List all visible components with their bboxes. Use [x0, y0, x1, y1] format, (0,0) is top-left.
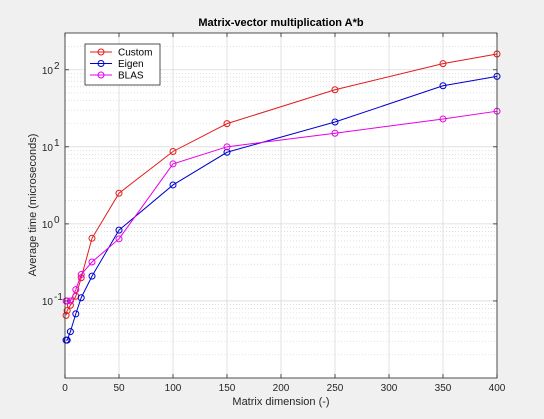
data-point [223, 148, 231, 156]
legend-marker [97, 71, 105, 79]
x-tick-label: 350 [435, 383, 452, 394]
y-tick-exponent: 2 [54, 61, 60, 72]
series-line [65, 53, 498, 316]
data-point [63, 297, 71, 305]
legend-marker [97, 48, 105, 56]
data-point [115, 189, 123, 197]
series-eigen [62, 72, 501, 344]
data-point [223, 120, 231, 128]
data-point [88, 272, 96, 280]
data-point [439, 60, 447, 68]
data-point [169, 160, 177, 168]
grid [64, 33, 498, 378]
x-tick-label: 250 [327, 383, 344, 394]
x-tick-labels: 0 50 100 150 200 250 300 350 400 [62, 383, 506, 394]
x-tick-label: 50 [113, 383, 125, 394]
legend-entry-custom: Custom [90, 48, 152, 59]
data-point [439, 82, 447, 90]
x-tick-label: 300 [381, 383, 398, 394]
x-axis-label: Matrix dimension (-) [232, 396, 329, 408]
data-point [63, 336, 71, 344]
data-point [331, 129, 339, 137]
legend-entry-eigen: Eigen [90, 59, 144, 70]
data-point [169, 181, 177, 189]
series-layer [62, 50, 501, 344]
legend-label: Eigen [118, 59, 144, 70]
legend-label: BLAS [118, 71, 144, 82]
data-point [77, 271, 85, 279]
x-tick-label: 200 [273, 383, 290, 394]
y-axis-label: Average time (microseconds) [27, 134, 39, 277]
legend-entry-blas: BLAS [90, 71, 144, 82]
data-point [63, 307, 71, 315]
data-point [439, 115, 447, 123]
x-tick-label: 0 [62, 383, 68, 394]
data-point [331, 118, 339, 126]
y-tick-exponent: 1 [54, 138, 60, 149]
data-point [115, 226, 123, 234]
legend-label: Custom [118, 48, 152, 59]
y-tick-exponent: 0 [54, 215, 60, 226]
data-point [77, 294, 85, 302]
data-point [331, 86, 339, 94]
data-point [88, 258, 96, 266]
y-tick-label: 10 [42, 297, 54, 308]
data-point [115, 235, 123, 243]
legend-marker [97, 60, 105, 67]
x-tick-label: 150 [219, 383, 236, 394]
y-tick-label: 10 [42, 66, 54, 77]
data-point [66, 328, 74, 336]
data-point [169, 147, 177, 155]
x-tick-label: 100 [165, 383, 182, 394]
data-point [223, 143, 231, 151]
series-custom [62, 50, 501, 319]
ticks [64, 33, 498, 378]
legend-box [84, 43, 161, 86]
y-tick-label: 10 [42, 220, 54, 231]
chart-title: Matrix-vector multiplication A*b [198, 17, 364, 29]
data-point [72, 310, 80, 318]
x-tick-label: 400 [489, 383, 506, 394]
series-line [66, 75, 498, 341]
data-point [62, 311, 70, 319]
data-point [72, 286, 80, 294]
y-tick-label: 10 [42, 143, 54, 154]
y-tick-exponent: -1 [54, 292, 63, 303]
data-point [88, 234, 96, 242]
